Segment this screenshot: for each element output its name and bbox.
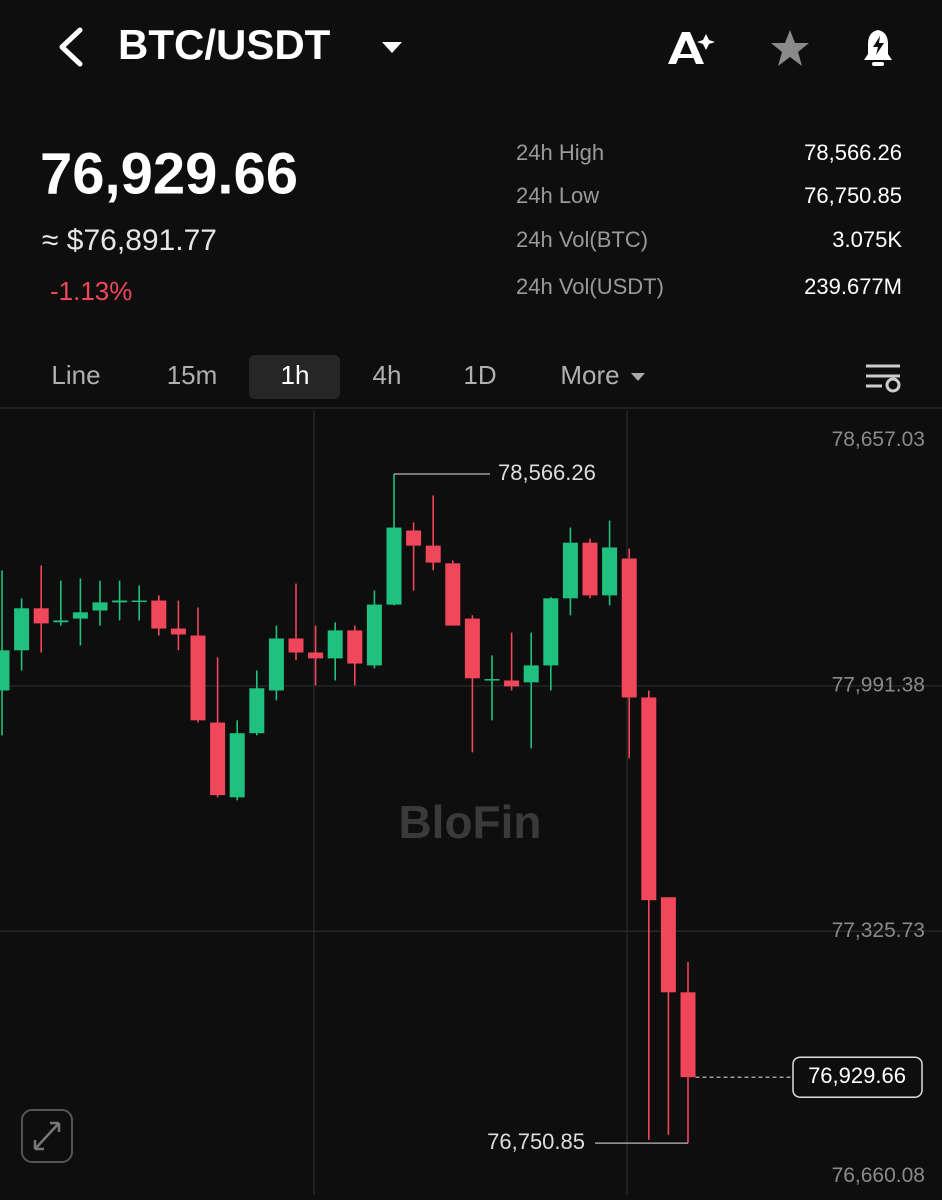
stat-value: 76,750.85 [804, 183, 902, 208]
tab[interactable]: More [560, 360, 619, 390]
y-tick-label: 77,325.73 [832, 919, 925, 942]
stats: 24h High 78,566.26 24h Low 76,750.85 24h Vol… [516, 140, 902, 299]
ai-icon [668, 32, 704, 64]
expand-icon [33, 1121, 61, 1151]
price-change: -1.13% [50, 276, 132, 306]
candle-body [229, 733, 245, 798]
usd-price: ≈ $76,891.77 [42, 224, 217, 257]
bolt-icon [873, 36, 884, 55]
candle-body [170, 628, 186, 635]
low-label: 76,750.85 [487, 1129, 585, 1154]
tab[interactable]: Line [51, 360, 100, 390]
candle-body [151, 600, 167, 629]
candle-body [386, 527, 402, 605]
high-label: 78,566.26 [498, 460, 596, 485]
candle-body [33, 608, 49, 624]
candle-body [425, 545, 441, 563]
candle-body [562, 542, 578, 599]
tab[interactable]: 4h [373, 360, 402, 390]
candle-body [249, 688, 265, 734]
candle-body [190, 635, 206, 721]
tab[interactable]: 15m [167, 360, 218, 390]
timeframe-tabs: Line 15m 1h 4h 1D More [51, 360, 619, 390]
y-tick-label: 76,660.08 [832, 1164, 925, 1187]
candle-body [641, 697, 657, 901]
y-tick-label: 78,657.03 [832, 428, 925, 451]
candle-body [406, 530, 422, 546]
candle-body [660, 897, 676, 993]
more-dropdown[interactable] [631, 373, 645, 381]
candle-body [72, 612, 88, 619]
last-price-box [792, 1056, 923, 1098]
alert-button[interactable] [864, 30, 892, 66]
back-button[interactable] [59, 27, 83, 67]
candle-body [53, 620, 69, 623]
candle-body [504, 680, 520, 687]
candle-body [366, 604, 382, 666]
tab[interactable]: 1h [281, 360, 310, 390]
candle-body [308, 652, 324, 659]
candle-body [92, 602, 108, 611]
bell-clapper [872, 62, 884, 66]
candle-body [14, 608, 30, 651]
ai-button[interactable] [668, 32, 715, 64]
ai-sparkle [697, 34, 715, 50]
candle-body [210, 722, 226, 796]
pair-dropdown[interactable] [382, 42, 402, 53]
stat-value: 78,566.26 [804, 140, 902, 165]
stat-label: 24h Low [516, 183, 599, 208]
stat-value: 239.677M [804, 274, 902, 299]
candle-body [131, 600, 147, 603]
stat-label: 24h High [516, 140, 604, 165]
expand-frame [21, 1109, 73, 1163]
candle-body [268, 638, 284, 691]
candle-body [543, 598, 559, 666]
candle-body [621, 558, 637, 698]
candlestick-chart: 78,657.03 77,991.38 77,325.73 76,660.08 78,5… [0, 428, 942, 1187]
watermark: BloFin [398, 796, 541, 848]
candle-body [464, 618, 480, 679]
expand-button[interactable] [21, 1109, 73, 1163]
favorite-button[interactable] [771, 30, 809, 66]
candle-body [523, 665, 539, 683]
stat-label: 24h Vol(USDT) [516, 274, 664, 299]
active-tab-bg [249, 355, 340, 399]
candle-body [288, 638, 304, 653]
candle-body [484, 679, 500, 681]
pair-title[interactable]: BTC/USDT [118, 21, 331, 68]
stat-value: 3.075K [832, 227, 902, 252]
last-price: 76,929.66 [40, 141, 298, 206]
candle-body [602, 547, 618, 596]
candle-body [582, 542, 598, 596]
gear-icon [885, 377, 901, 393]
y-tick-label: 77,991.38 [832, 673, 925, 696]
last-price-label: 76,929.66 [808, 1063, 906, 1088]
candle-body [0, 650, 10, 691]
candle-body [327, 630, 343, 659]
candle-body [112, 600, 128, 603]
candle-body [347, 630, 363, 664]
stat-label: 24h Vol(BTC) [516, 227, 648, 252]
chart-settings-button[interactable] [866, 364, 901, 393]
candle-body [680, 992, 696, 1078]
tab[interactable]: 1D [463, 360, 496, 390]
candle-body [445, 563, 461, 626]
